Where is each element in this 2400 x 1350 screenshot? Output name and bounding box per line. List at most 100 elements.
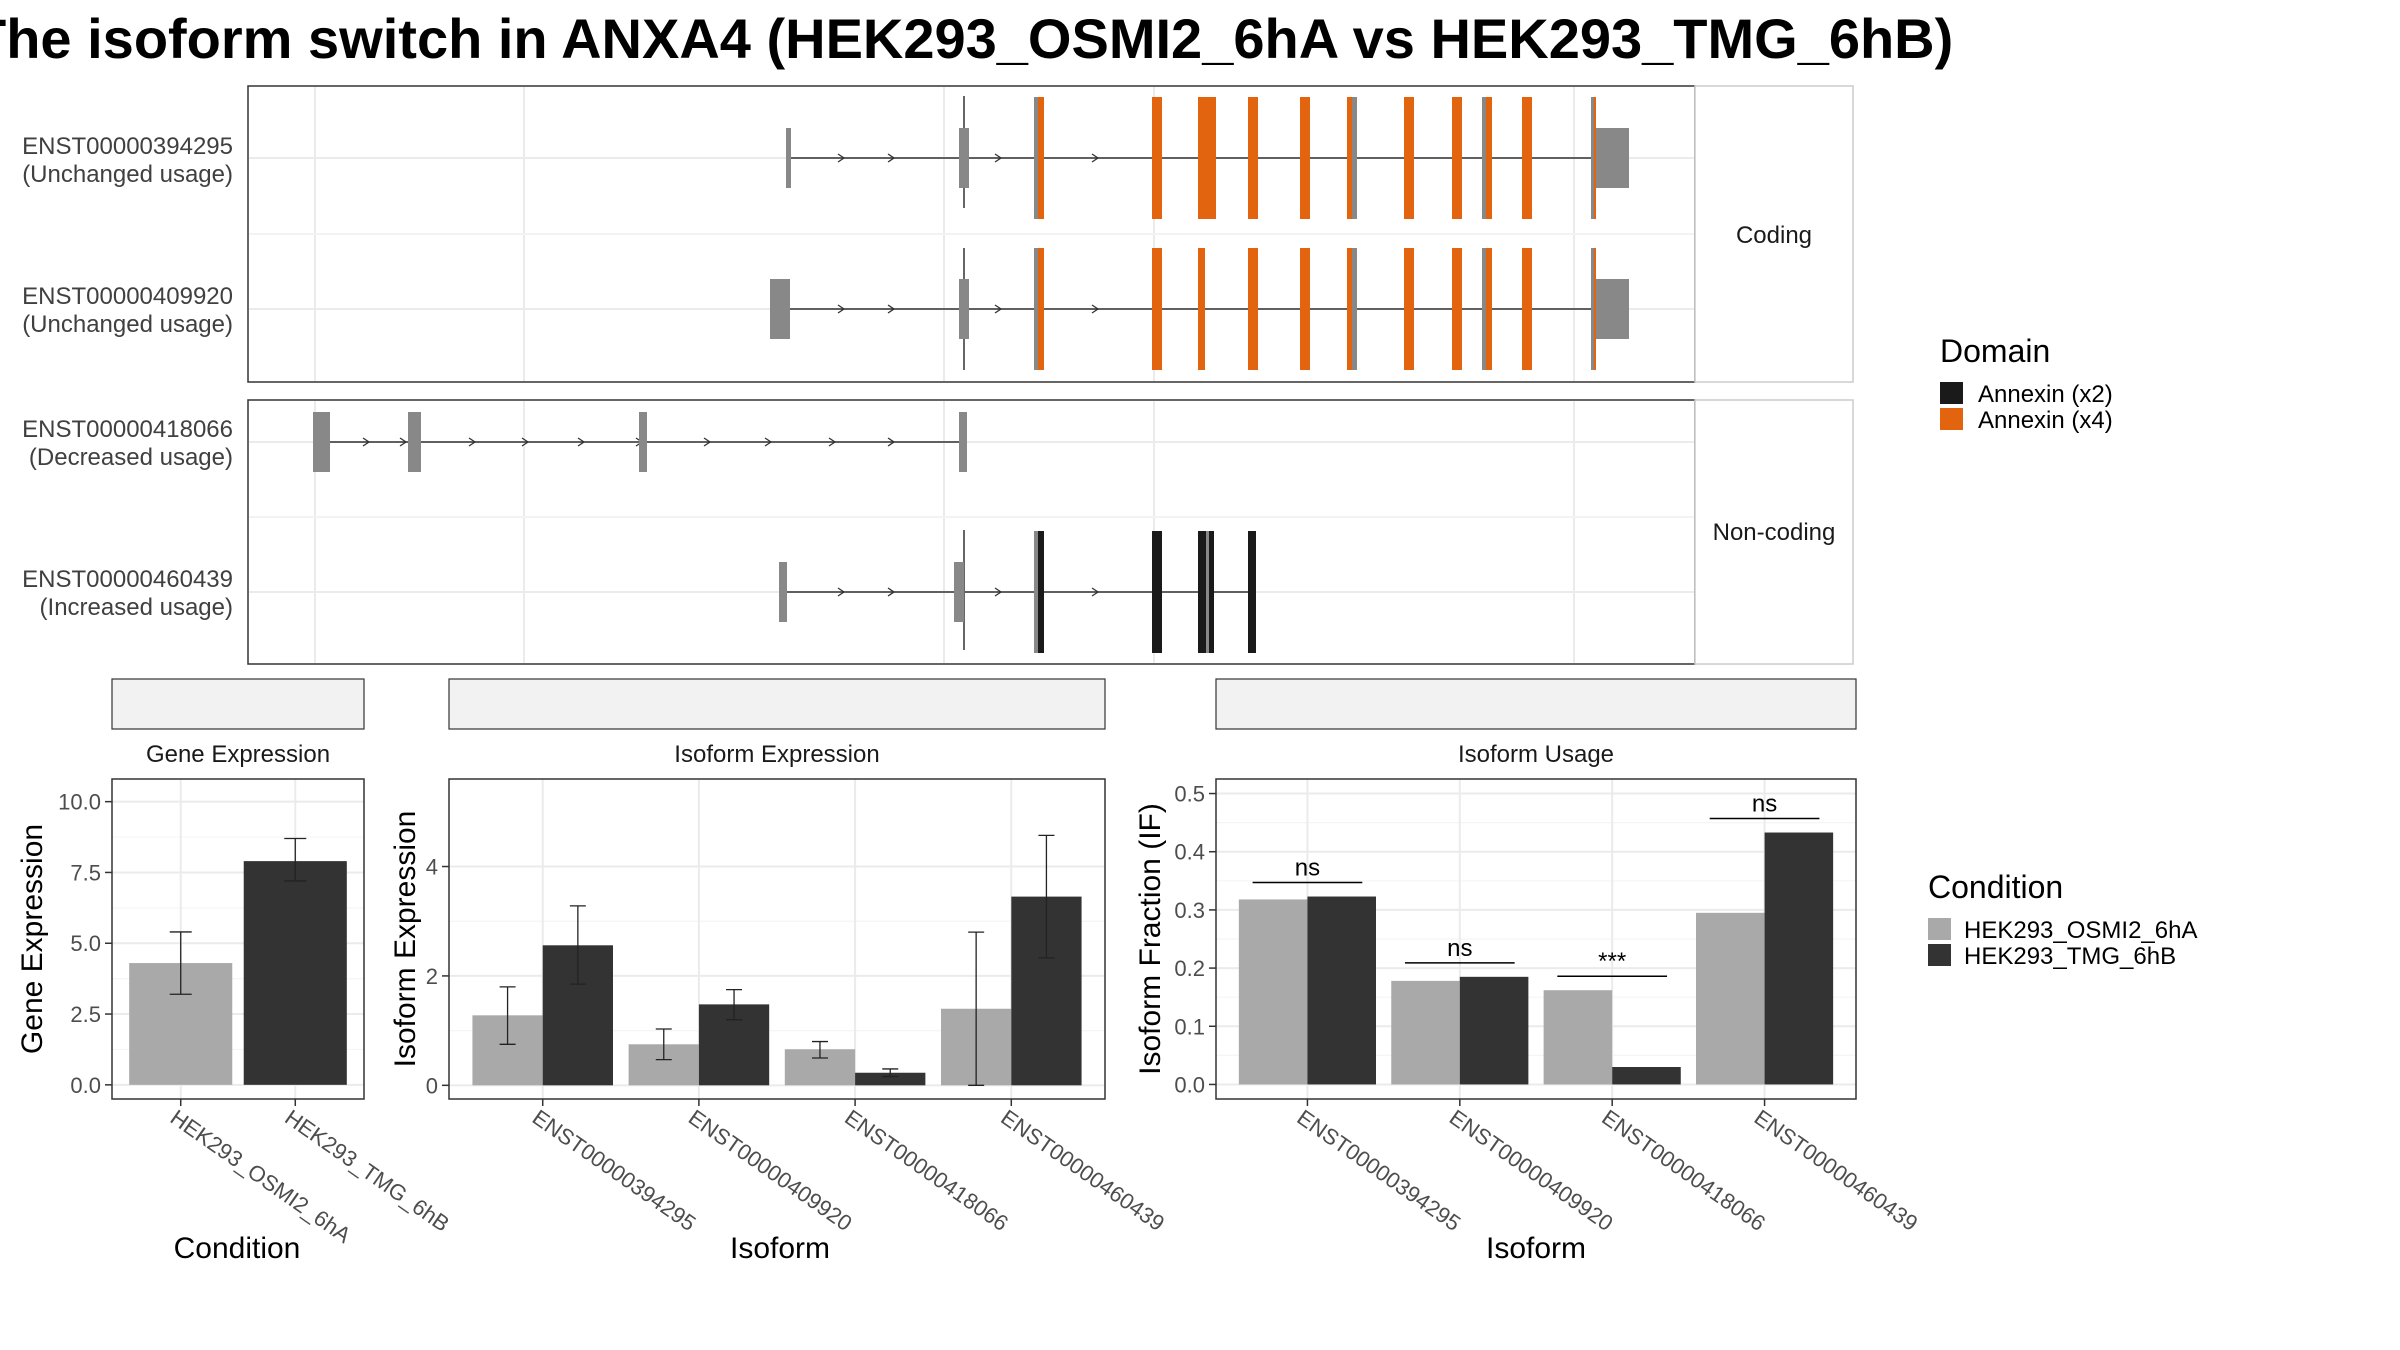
panel-strip	[448, 678, 1106, 730]
figure-title: The isoform switch in ANXA4 (HEK293_OSMI…	[0, 7, 1953, 70]
domain-segment	[1209, 531, 1214, 653]
x-axis-title: Condition	[174, 1232, 301, 1265]
isoform-label-1: ENST00000409920 (Unchanged usage)	[22, 283, 233, 338]
bar	[1696, 912, 1765, 1085]
panel-strip	[111, 678, 365, 730]
domain-segment	[1486, 97, 1492, 219]
x-tick-label: ENST00000418066	[1597, 1105, 1770, 1236]
domain-segment	[1152, 531, 1162, 653]
exon	[959, 412, 967, 472]
intron-arrow	[837, 587, 846, 597]
y-tick-label: 2	[426, 964, 438, 989]
panel-strip	[1215, 678, 1857, 730]
transcript-model-2	[313, 412, 967, 472]
significance-label: ns	[1752, 791, 1777, 818]
isoform-label-0: ENST00000394295 (Unchanged usage)	[22, 133, 233, 188]
exon	[408, 412, 421, 472]
noncoding-strip	[1694, 399, 1854, 665]
intron-arrow	[1091, 304, 1100, 314]
bar	[1764, 832, 1834, 1085]
domain-segment	[1248, 97, 1258, 219]
y-tick-label: 0	[426, 1073, 438, 1098]
bar	[1612, 1067, 1681, 1085]
domain-segment	[1404, 97, 1414, 219]
domain-segment	[1486, 248, 1492, 370]
exon	[770, 279, 790, 339]
plot-border	[1215, 778, 1857, 1100]
domain-segment	[1198, 531, 1206, 653]
y-tick-label: 0.0	[70, 1073, 101, 1098]
domain-segment	[1404, 248, 1414, 370]
exon	[786, 128, 791, 188]
panel-strip-label: Isoform Usage	[1458, 741, 1614, 768]
domain-segment	[1522, 248, 1532, 370]
intron-arrow	[887, 153, 896, 163]
domain-segment	[1198, 248, 1205, 370]
intron-arrow	[1091, 153, 1100, 163]
intron-arrow	[837, 153, 846, 163]
plot-border	[111, 778, 365, 1100]
exon	[639, 412, 647, 472]
isoform-usage-panel: Isoform Usage 0.0 0.1 0.2 0.3 0.4 0.5 ns ns *** ns…	[1134, 678, 1922, 1265]
intron-arrow	[399, 437, 408, 447]
intron-arrow	[887, 304, 896, 314]
isoform-expression-panel: Isoform Expression024ENST00000394295ENST…	[389, 678, 1169, 1265]
y-tick-label: 0.2	[1174, 956, 1205, 981]
condition-legend-title: Condition	[1928, 869, 2063, 905]
intron-arrow	[577, 437, 586, 447]
exon	[1591, 97, 1596, 219]
exon	[1596, 128, 1629, 188]
y-tick-label: 0.4	[1174, 840, 1205, 865]
y-tick-label: 5.0	[70, 931, 101, 956]
x-axis-title: Isoform	[730, 1232, 830, 1265]
exon	[959, 279, 969, 339]
intron-arrow	[837, 304, 846, 314]
domain-segment	[1038, 97, 1044, 219]
bar	[1307, 896, 1376, 1085]
condition-b-swatch	[1928, 944, 1951, 966]
y-tick-label: 7.5	[70, 860, 101, 885]
x-tick-label: ENST00000460439	[996, 1105, 1169, 1236]
x-tick-label: ENST00000394295	[528, 1105, 701, 1236]
domain-segment	[1347, 248, 1352, 370]
bar	[1459, 976, 1529, 1085]
domain-segment	[1452, 97, 1462, 219]
domain-legend-title: Domain	[1940, 333, 2050, 369]
domain-segment	[1152, 248, 1162, 370]
intron-arrow	[828, 437, 837, 447]
isoform-label-2: ENST00000418066 (Decreased usage)	[22, 416, 233, 471]
exon	[954, 562, 964, 622]
bar	[1238, 899, 1308, 1085]
domain-segment	[1248, 531, 1256, 653]
isoform-usage-label: (Decreased usage)	[29, 444, 233, 471]
condition-b-label: HEK293_TMG_6hB	[1964, 943, 2176, 970]
intron-arrow	[362, 437, 371, 447]
isoform-id-label: ENST00000409920	[22, 283, 233, 310]
intron-arrow	[887, 587, 896, 597]
intron-arrow	[468, 437, 477, 447]
intron-arrow	[764, 437, 773, 447]
domain-segment	[1038, 248, 1044, 370]
domain-segment	[1300, 97, 1310, 219]
transcript-model-0	[786, 96, 1629, 219]
isoform-usage-label: (Unchanged usage)	[22, 161, 233, 188]
significance-label: ns	[1447, 935, 1472, 962]
exon	[779, 562, 787, 622]
isoform-id-label: ENST00000460439	[22, 566, 233, 593]
y-axis-title: Gene Expression	[16, 824, 49, 1054]
panel-strip-label: Gene Expression	[146, 741, 330, 768]
y-tick-label: 4	[426, 855, 438, 880]
y-axis-title: Isoform Fraction (IF)	[1134, 803, 1167, 1075]
intron-arrow	[887, 437, 896, 447]
panel-strip-label: Isoform Expression	[674, 741, 879, 768]
condition-a-swatch	[1928, 918, 1951, 940]
plot-border	[448, 778, 1106, 1100]
x-tick-label: ENST00000409920	[1445, 1105, 1618, 1236]
x-tick-label: ENST00000409920	[684, 1105, 857, 1236]
domain-segment	[1347, 97, 1352, 219]
isoform-label-3: ENST00000460439 (Increased usage)	[22, 566, 233, 621]
bar	[855, 1072, 926, 1086]
significance-label: ns	[1295, 855, 1320, 882]
domain-segment	[1452, 248, 1462, 370]
